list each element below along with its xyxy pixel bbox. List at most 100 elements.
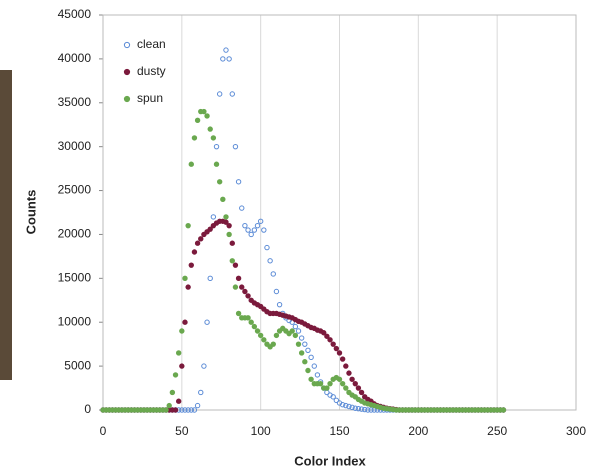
point: [254, 328, 261, 334]
point: [185, 222, 191, 229]
legend-label: clean: [137, 37, 166, 51]
point: [188, 407, 194, 413]
point: [276, 301, 283, 308]
point: [292, 323, 299, 330]
point: [352, 380, 358, 387]
point: [352, 405, 358, 411]
point: [368, 407, 374, 413]
x-tick-label: 150: [329, 424, 349, 438]
point: [302, 359, 308, 365]
point: [245, 293, 251, 299]
point: [201, 363, 207, 369]
point: [213, 161, 220, 167]
point: [339, 380, 346, 387]
point: [333, 397, 340, 404]
point: [220, 196, 226, 203]
point: [204, 319, 210, 325]
point: [289, 328, 295, 334]
point: [358, 406, 365, 412]
point: [295, 328, 302, 334]
legend-marker: [123, 41, 131, 49]
x-tick-label: 100: [251, 424, 271, 438]
point: [302, 341, 308, 347]
point: [239, 284, 245, 290]
point: [295, 341, 302, 347]
point: [333, 345, 340, 352]
point: [336, 376, 343, 382]
point: [226, 56, 232, 62]
legend-marker: [123, 68, 131, 76]
point: [292, 332, 299, 339]
point: [251, 227, 258, 233]
y-axis-title: Counts: [23, 190, 38, 235]
point: [220, 56, 226, 62]
point: [336, 350, 343, 356]
point: [235, 179, 242, 185]
point: [311, 363, 317, 369]
point: [339, 402, 346, 408]
point: [324, 333, 330, 339]
point: [191, 249, 198, 255]
point: [226, 222, 232, 229]
point: [245, 227, 251, 233]
y-tick-label: 30000: [58, 139, 92, 153]
point: [355, 405, 362, 412]
point: [242, 222, 248, 229]
point: [261, 227, 267, 233]
point: [198, 389, 204, 396]
x-tick-label: 200: [408, 424, 428, 438]
point: [261, 337, 267, 343]
point: [188, 262, 194, 268]
point: [343, 363, 349, 369]
point: [175, 350, 182, 356]
legend-label: spun: [137, 91, 163, 105]
point: [314, 372, 321, 378]
point: [264, 244, 270, 251]
point: [172, 407, 179, 413]
point: [198, 236, 204, 242]
x-tick-label: 50: [175, 424, 189, 438]
x-axis-title: Color Index: [294, 453, 366, 468]
point: [308, 376, 314, 382]
point: [245, 315, 251, 321]
plot-frame: [102, 14, 577, 411]
point: [191, 407, 198, 413]
point: [346, 403, 352, 410]
y-tick-label: 40000: [58, 51, 92, 65]
point: [175, 398, 182, 404]
x-tick-label: 0: [100, 424, 107, 438]
point: [330, 341, 336, 347]
point: [273, 288, 280, 295]
point: [327, 337, 333, 343]
point: [232, 143, 239, 150]
point: [207, 126, 213, 132]
point: [223, 214, 229, 220]
y-tick-label: 45000: [58, 7, 92, 21]
point: [349, 376, 355, 382]
point: [257, 218, 264, 224]
point: [251, 323, 258, 330]
point: [362, 406, 368, 413]
point: [185, 407, 191, 413]
point: [254, 222, 261, 229]
point: [308, 354, 314, 361]
point: [232, 262, 239, 268]
point: [267, 258, 273, 264]
point: [179, 407, 185, 413]
point: [235, 310, 242, 317]
point: [349, 404, 355, 411]
point: [305, 347, 311, 354]
point: [232, 284, 239, 290]
point: [270, 271, 276, 277]
point: [305, 367, 311, 374]
point: [166, 402, 172, 409]
point: [248, 319, 254, 325]
point: [216, 179, 223, 185]
point: [201, 108, 207, 115]
point: [207, 226, 213, 232]
point: [185, 284, 191, 290]
y-tick-label: 35000: [58, 95, 92, 109]
point: [182, 319, 188, 325]
legend-marker: [123, 95, 131, 103]
point: [179, 363, 185, 369]
